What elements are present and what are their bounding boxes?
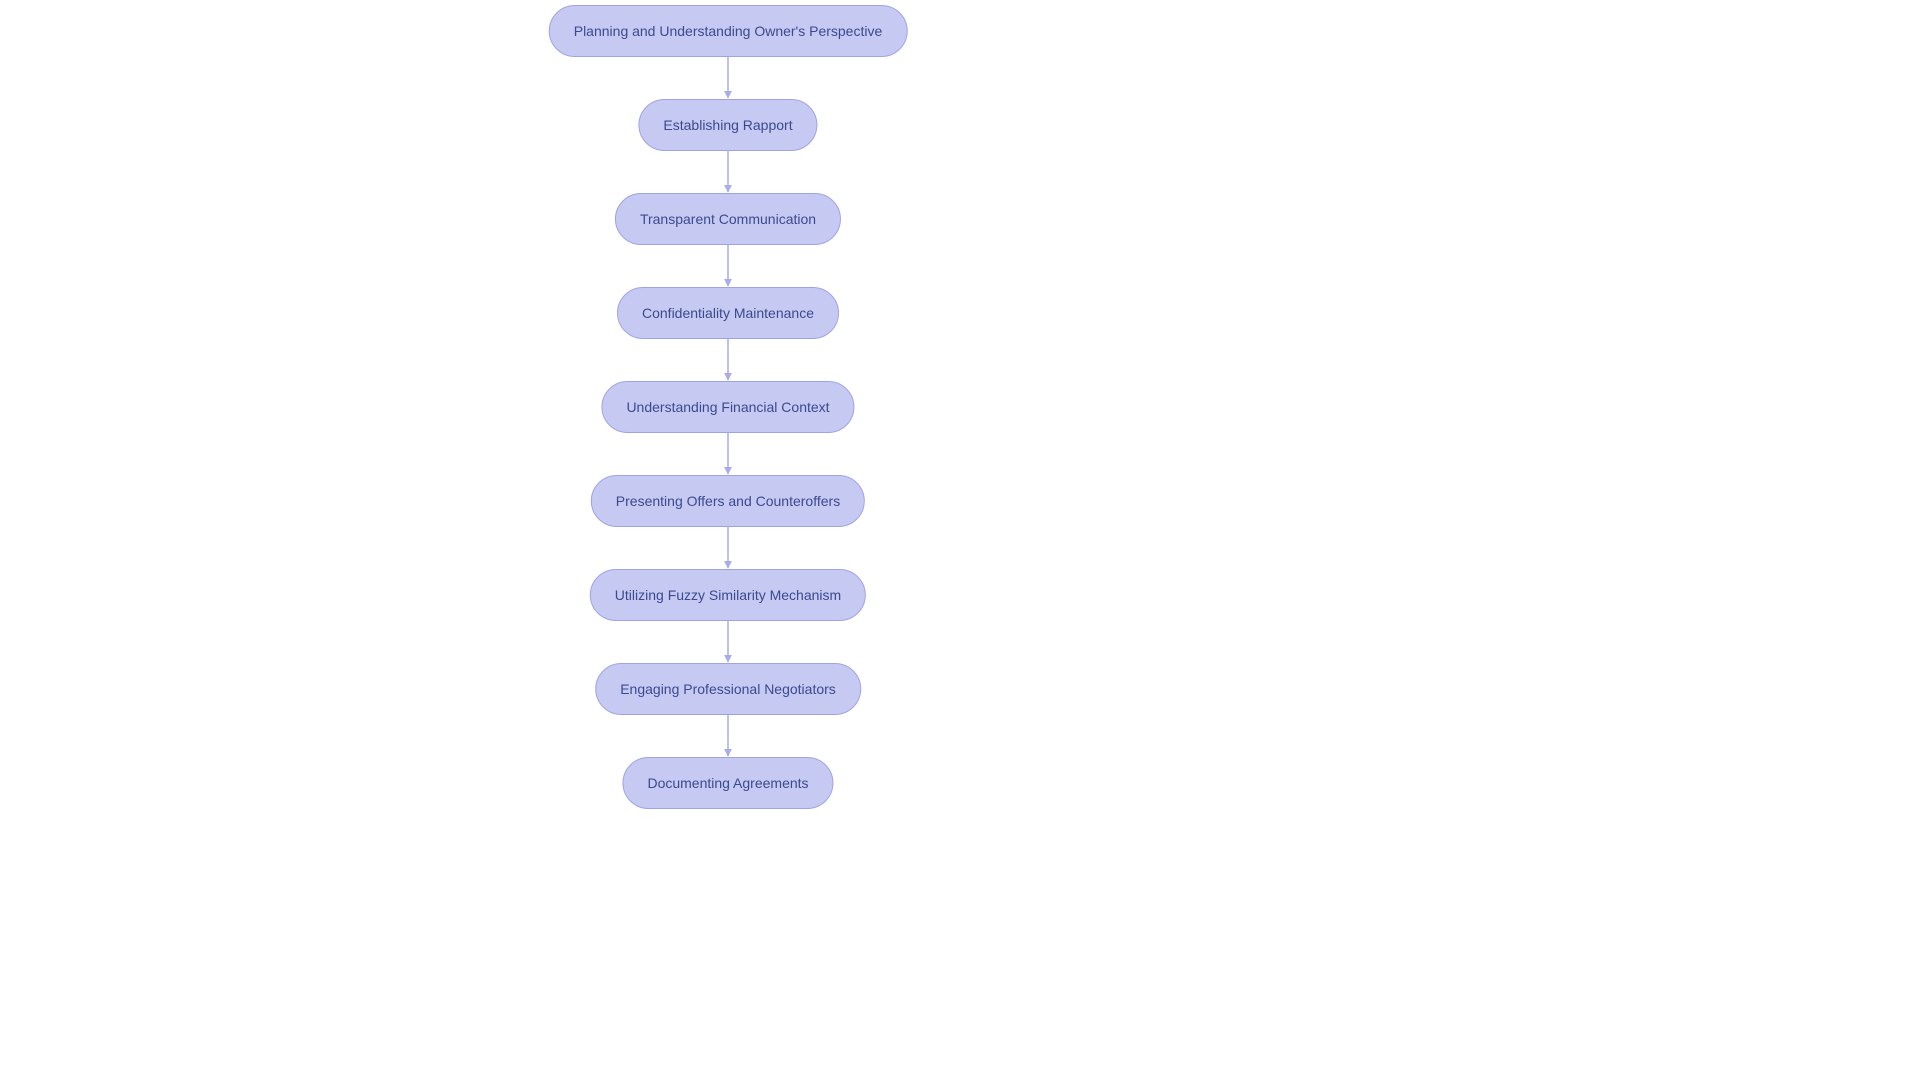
flowchart-node: Understanding Financial Context bbox=[601, 381, 854, 433]
flowchart-node-label: Transparent Communication bbox=[640, 211, 816, 227]
edges-layer bbox=[0, 0, 1920, 1083]
flowchart-node-label: Documenting Agreements bbox=[647, 775, 808, 791]
flowchart-node: Establishing Rapport bbox=[638, 99, 817, 151]
flowchart-node-label: Confidentiality Maintenance bbox=[642, 305, 814, 321]
flowchart-node-label: Presenting Offers and Counteroffers bbox=[616, 493, 840, 509]
flowchart-node: Presenting Offers and Counteroffers bbox=[591, 475, 865, 527]
flowchart-node: Documenting Agreements bbox=[622, 757, 833, 809]
flowchart-node: Planning and Understanding Owner's Persp… bbox=[549, 5, 908, 57]
flowchart-node-label: Utilizing Fuzzy Similarity Mechanism bbox=[615, 587, 841, 603]
flowchart-node-label: Engaging Professional Negotiators bbox=[620, 681, 836, 697]
flowchart-node: Confidentiality Maintenance bbox=[617, 287, 839, 339]
flowchart-node: Utilizing Fuzzy Similarity Mechanism bbox=[590, 569, 866, 621]
flowchart-canvas: Planning and Understanding Owner's Persp… bbox=[0, 0, 1920, 1083]
flowchart-node-label: Establishing Rapport bbox=[663, 117, 792, 133]
flowchart-node: Transparent Communication bbox=[615, 193, 841, 245]
flowchart-node-label: Understanding Financial Context bbox=[626, 399, 829, 415]
flowchart-node: Engaging Professional Negotiators bbox=[595, 663, 861, 715]
flowchart-node-label: Planning and Understanding Owner's Persp… bbox=[574, 23, 883, 39]
